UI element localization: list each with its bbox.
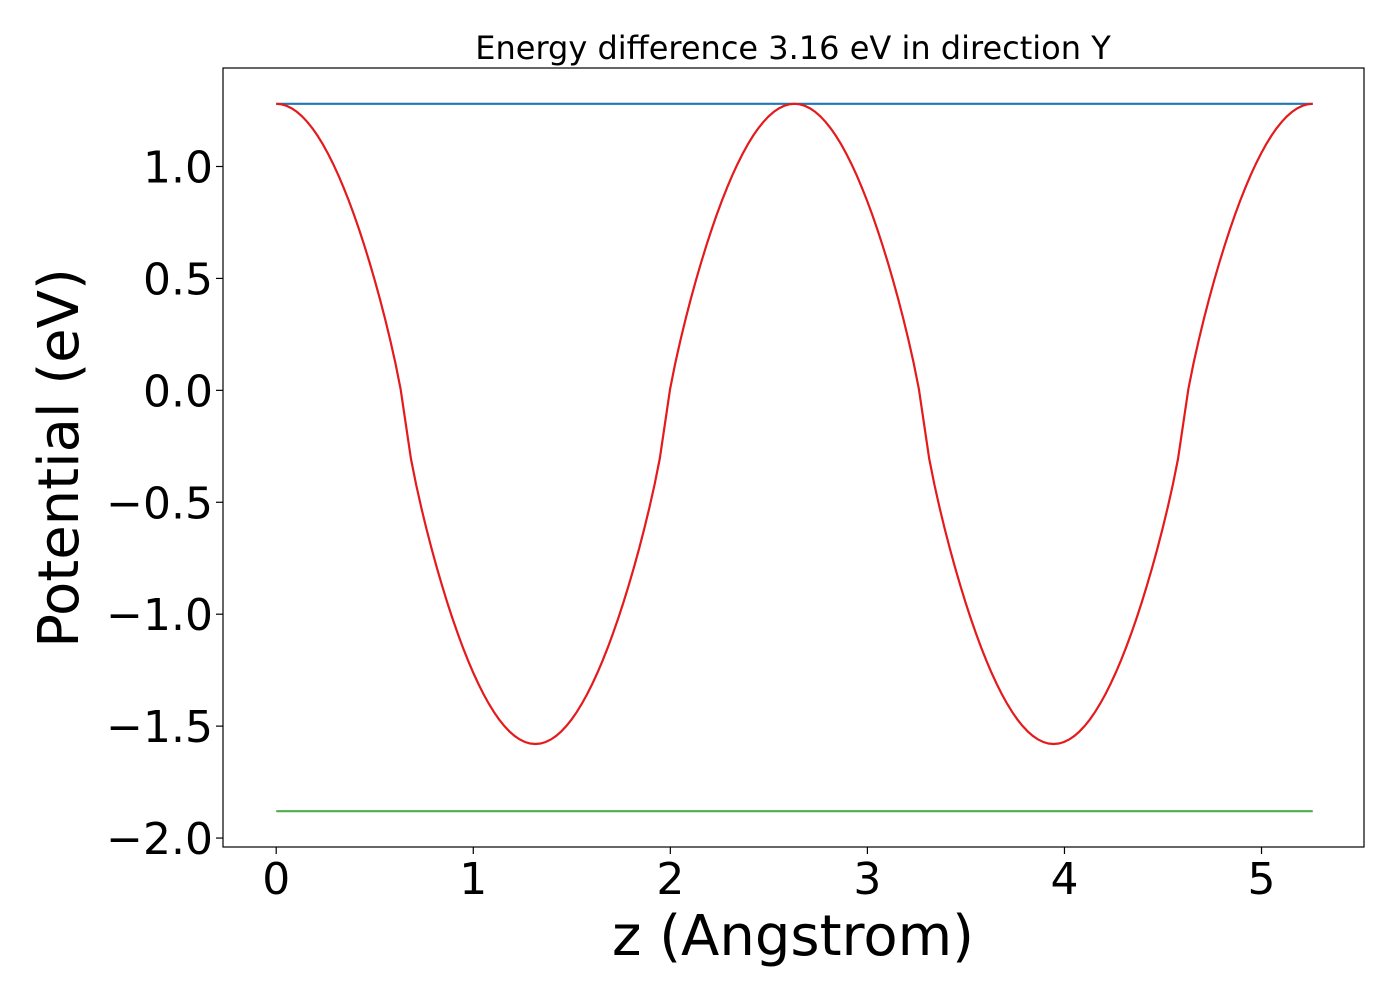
chart-title: Energy difference 3.16 eV in direction Y [475,29,1111,67]
x-tick-label: 1 [459,854,487,905]
x-tick-label: 2 [656,854,684,905]
y-tick-label: −2.0 [106,814,213,865]
x-tick-label: 5 [1248,854,1276,905]
x-tick-label: 0 [262,854,290,905]
series-layer [276,102,1313,813]
y-tick-label: −1.5 [106,702,213,753]
plot-frame [222,67,1365,848]
series-line-potential [276,102,1313,746]
y-tick-label: −1.0 [106,590,213,641]
x-tick-label: 4 [1050,854,1078,905]
x-tick-label: 3 [853,854,881,905]
y-axis: 1.0 0.5 0.0 −0.5 −1.0 −1.5 −2.0 [106,142,223,865]
x-axis-label: z (Angstrom) [612,904,974,969]
y-tick-label: 0.0 [143,366,213,417]
y-tick-label: 1.0 [143,142,213,193]
y-axis-label: Potential (eV) [27,268,92,648]
y-tick-label: −0.5 [106,478,213,529]
y-tick-label: 0.5 [143,254,213,305]
x-axis: 0 1 2 3 4 5 [262,847,1276,905]
